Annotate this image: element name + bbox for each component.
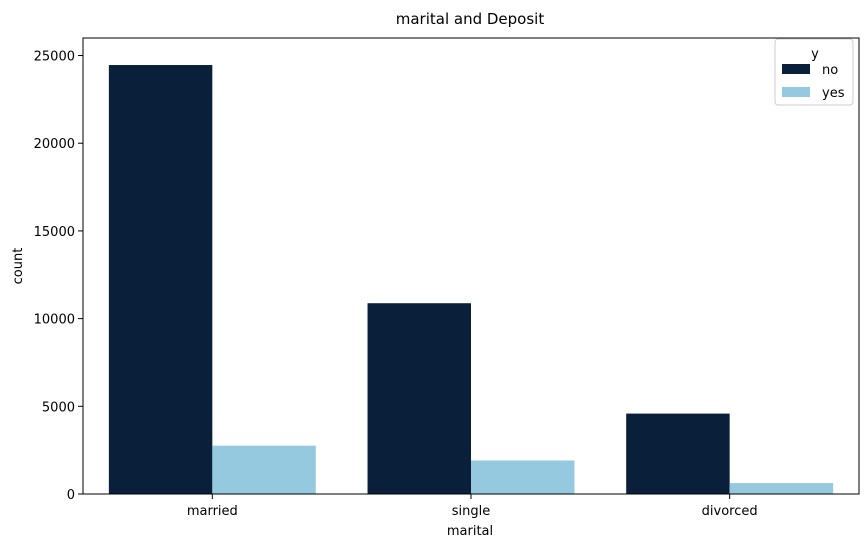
y-tick-label: 10000 [34, 313, 75, 328]
plot-frame [82, 37, 860, 495]
legend-label-yes: yes [822, 86, 845, 101]
bar-yes-single [471, 460, 575, 494]
x-tick-label: divorced [702, 504, 758, 519]
legend-label-no: no [822, 63, 838, 78]
y-tick-label: 0 [67, 488, 75, 503]
legend-swatch-yes [782, 87, 810, 97]
bar-no-married [108, 65, 213, 495]
legend-swatch-no [782, 64, 810, 74]
y-tick-label: 20000 [34, 137, 75, 152]
x-tick-label: single [452, 504, 491, 519]
bar-yes-married [212, 445, 316, 494]
bar-no-divorced [626, 413, 730, 494]
y-tick-label: 5000 [42, 400, 75, 415]
legend: y no yes [774, 38, 854, 106]
bar-yes-divorced [729, 483, 834, 494]
legend-title: y [811, 47, 819, 62]
y-tick-label: 25000 [34, 50, 75, 65]
plot-area: married single divorced 0 5000 10000 15000 2000… [34, 50, 834, 519]
y-axis-label: count [11, 248, 26, 285]
x-tick-label: married [187, 504, 238, 519]
x-axis-label: marital [447, 524, 493, 539]
chart-title: marital and Deposit [396, 10, 545, 28]
y-tick-label: 15000 [34, 225, 75, 240]
bar-no-single [367, 303, 471, 494]
